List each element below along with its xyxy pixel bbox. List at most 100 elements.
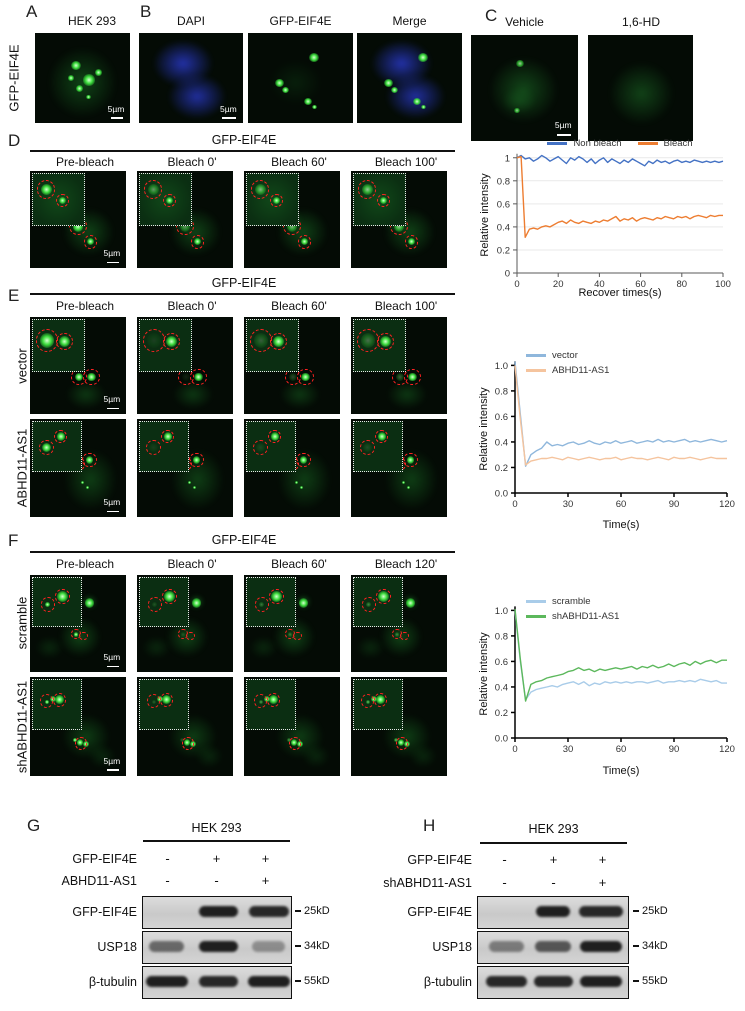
marker-label: 25kD xyxy=(642,905,668,917)
bleach-roi-ring xyxy=(55,589,70,604)
scale-bar-label: 5µm xyxy=(103,248,121,259)
cond-value: - xyxy=(502,875,507,890)
marker-tick xyxy=(633,980,639,982)
gfp-focus xyxy=(516,59,524,68)
zoom-inset xyxy=(31,318,85,373)
micro-image-f2-1 xyxy=(137,677,233,776)
gfp-focus xyxy=(75,85,84,93)
gfp-focus xyxy=(407,486,411,490)
gfp-focus xyxy=(82,73,96,86)
legend-label: Non bleach xyxy=(573,138,622,149)
protein-band xyxy=(199,941,238,952)
panel-d-header-rule xyxy=(30,150,455,152)
panel-f-col-3: Bleach 120' xyxy=(374,557,438,571)
micro-image-b-dapi: 5µm xyxy=(139,33,243,123)
protein-band xyxy=(536,906,570,917)
cond-value: + xyxy=(261,851,270,866)
panel-g-cellline-rule xyxy=(143,840,290,842)
micro-image-f2-3 xyxy=(351,677,447,776)
marker-55kd: 55kD xyxy=(295,975,330,987)
gfp-focus xyxy=(308,52,320,62)
gfp-focus xyxy=(274,79,285,88)
svg-text:0.2: 0.2 xyxy=(495,463,508,474)
zoom-inset xyxy=(352,318,406,373)
panel-d-col-2: Bleach 60' xyxy=(271,155,327,169)
marker-tick xyxy=(633,945,639,947)
svg-text:60: 60 xyxy=(635,279,646,290)
bleach-roi-ring xyxy=(357,180,377,199)
bleach-roi-ring xyxy=(269,589,284,604)
zoom-inset xyxy=(245,172,299,227)
bleach-roi-ring xyxy=(160,429,175,444)
frap-chart-f: scramble shABHD11-AS1 Relative intensity … xyxy=(468,583,745,795)
scale-bar-label: 5µm xyxy=(103,756,121,767)
protein-band xyxy=(252,941,286,952)
panel-letter-a: A xyxy=(26,2,38,21)
panel-f-row-label-scramble: scramble xyxy=(14,596,30,650)
bleach-roi-ring xyxy=(267,429,282,444)
legend-item: Non bleach xyxy=(547,138,622,149)
cond-value: - xyxy=(502,852,507,867)
bleach-roi-ring xyxy=(269,193,283,208)
legend-item: vector xyxy=(526,350,609,361)
panel-h-cellline-rule xyxy=(480,842,627,844)
panel-e-col-1: Bleach 0' xyxy=(167,299,217,313)
svg-text:0.8: 0.8 xyxy=(495,386,508,397)
bleach-roi-ring xyxy=(190,235,205,249)
svg-text:30: 30 xyxy=(563,499,574,510)
protein-band xyxy=(579,976,623,987)
chart-canvas: 0.0 0.2 0.4 0.6 0.8 1.0 0 30 60 90 120 xyxy=(495,361,735,510)
gfp-focus xyxy=(188,480,192,485)
panel-g-cond-0-values: - + + xyxy=(143,851,290,866)
svg-text:20: 20 xyxy=(553,279,564,290)
bleach-roi-ring xyxy=(297,235,312,249)
panel-letter-e: E xyxy=(8,286,20,305)
svg-text:60: 60 xyxy=(616,499,627,510)
micro-image-e1-2 xyxy=(244,317,340,414)
gfp-focus xyxy=(405,598,416,608)
bleach-roi-ring xyxy=(360,693,375,708)
gfp-focus xyxy=(295,480,299,485)
frap-chart-e: vector ABHD11-AS1 Relative intensity Time… xyxy=(468,338,745,543)
svg-text:0.4: 0.4 xyxy=(495,437,508,448)
gfp-focus xyxy=(417,52,429,62)
legend-label: ABHD11-AS1 xyxy=(552,365,610,376)
panel-e-col-2: Bleach 60' xyxy=(271,299,327,313)
cond-value: - xyxy=(165,851,170,866)
bleach-roi-ring xyxy=(252,439,268,456)
bleach-roi-ring xyxy=(147,597,162,612)
micro-image-d-1 xyxy=(137,171,233,268)
gfp-focus xyxy=(383,79,394,88)
bleach-roi-ring xyxy=(35,329,59,352)
svg-text:0.0: 0.0 xyxy=(495,734,508,745)
panel-d-header: GFP-EIF4E xyxy=(211,133,277,147)
protein-band xyxy=(199,906,238,917)
bleach-roi-ring xyxy=(189,452,204,468)
bleach-roi-ring xyxy=(74,736,88,750)
panel-c-title-vehicle: Vehicle xyxy=(505,15,544,29)
panel-g-cond-0-label: GFP-EIF4E xyxy=(72,852,137,866)
micro-image-f2-0: 5µm xyxy=(30,677,126,776)
svg-text:0.4: 0.4 xyxy=(495,682,508,693)
gfp-focus xyxy=(412,97,422,105)
blot-strip-h-usp18 xyxy=(477,931,629,964)
protein-band xyxy=(579,941,623,952)
bleach-roi-ring xyxy=(374,429,389,444)
legend-swatch xyxy=(547,142,568,145)
cond-value: + xyxy=(598,852,607,867)
panel-g-cond-1-label: ABHD11-AS1 xyxy=(61,874,138,888)
legend-item: Bleach xyxy=(637,138,693,149)
blot-strip-g-tubulin xyxy=(142,966,292,999)
bleach-roi-ring xyxy=(356,329,380,352)
cond-value: - xyxy=(165,873,170,888)
blot-strip-h-tubulin xyxy=(477,966,629,999)
bleach-roi-ring xyxy=(266,692,280,707)
bleach-roi-ring xyxy=(162,589,177,604)
panel-f-header-rule xyxy=(30,551,455,553)
bleach-roi-ring xyxy=(181,736,195,750)
micro-image-d-3 xyxy=(351,171,447,268)
legend-label: vector xyxy=(552,350,578,361)
svg-text:0.4: 0.4 xyxy=(497,222,510,233)
scale-bar xyxy=(106,510,120,513)
